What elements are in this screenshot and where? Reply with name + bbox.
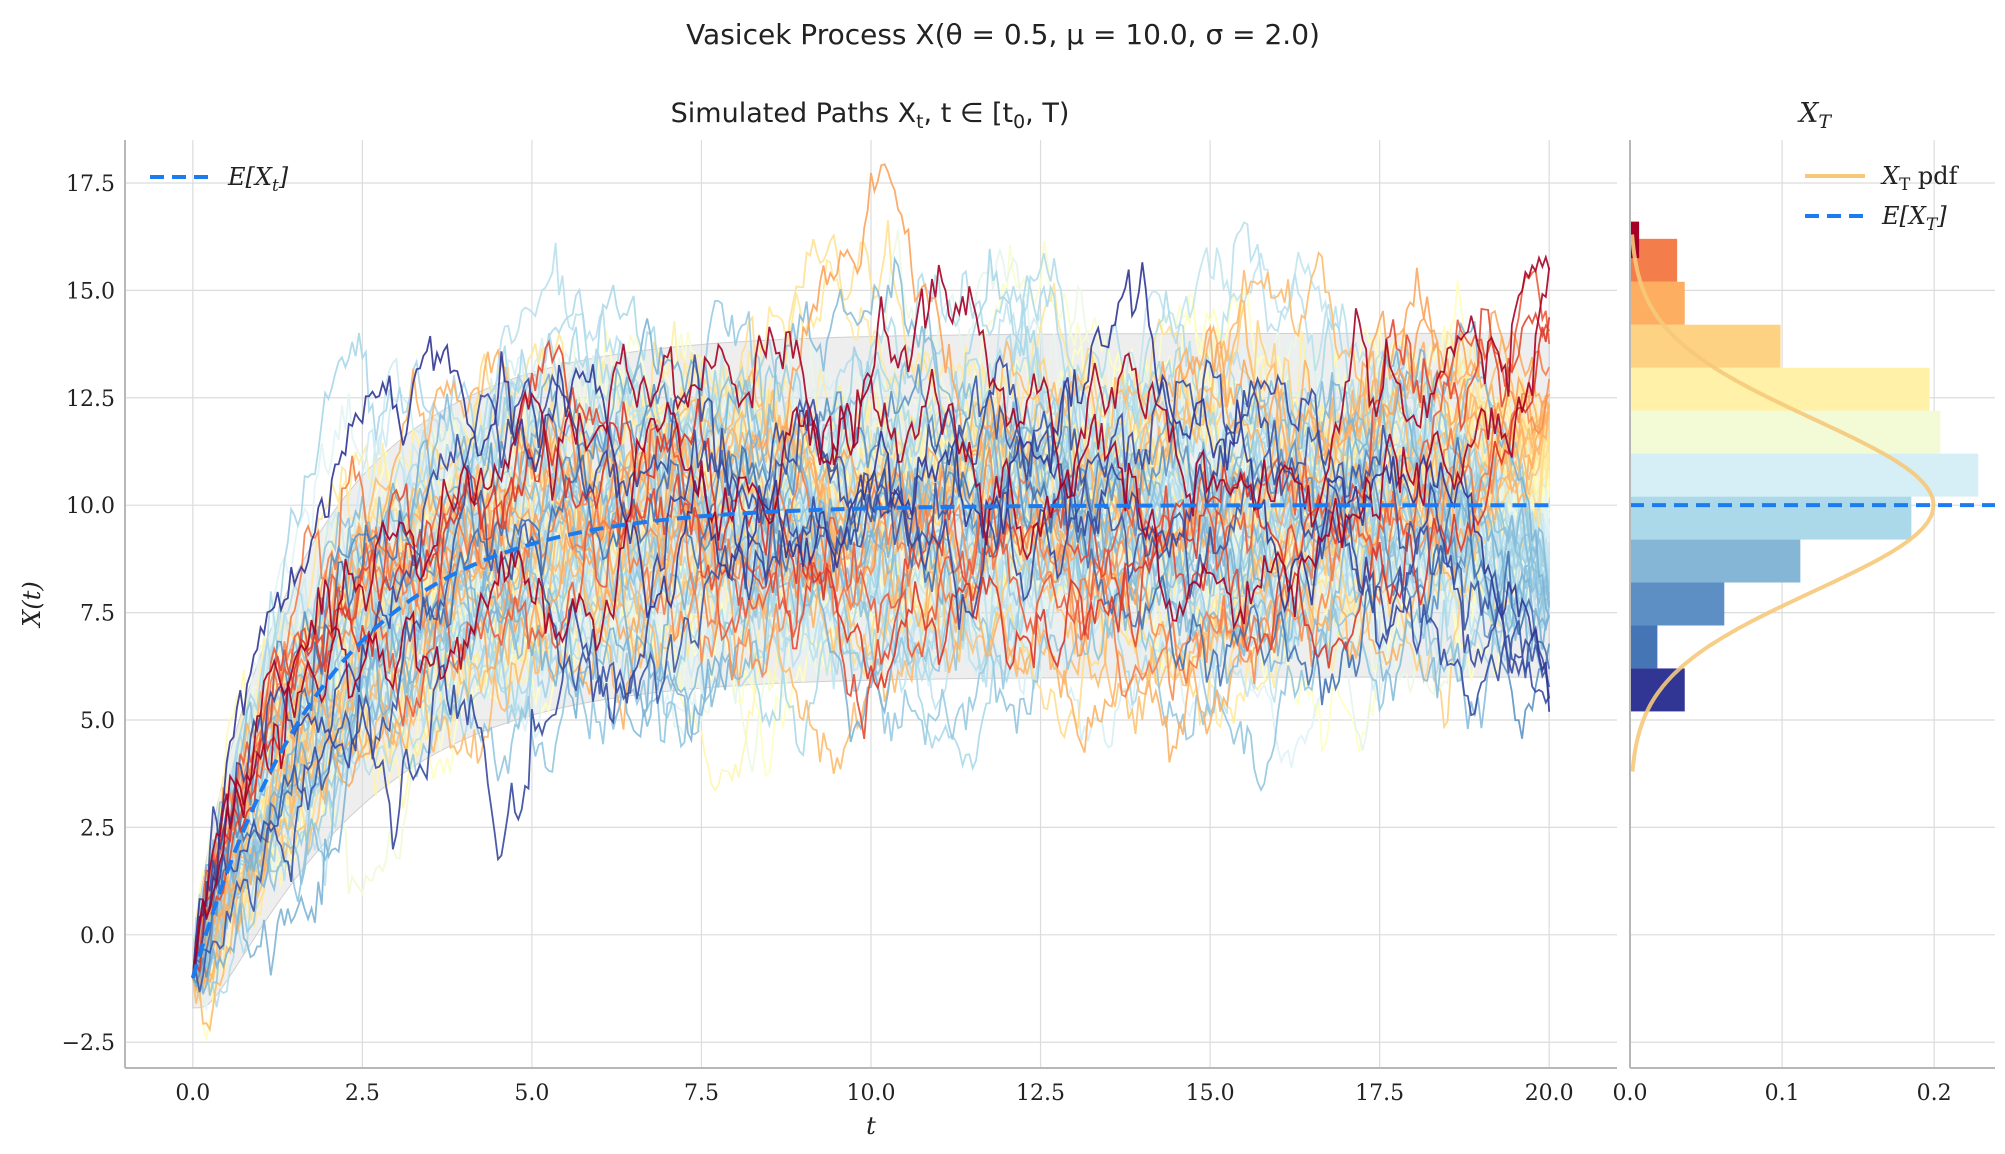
main-axes: Simulated Paths Xt​, t ∈ [t0​, T) 0.0 2.5…: [18, 98, 1617, 1140]
main-x-tick-label: 12.5: [1016, 1081, 1065, 1106]
histogram-x-tick-label: 0.2: [1917, 1081, 1952, 1106]
simulated-path: [191, 262, 1551, 978]
simulated-path: [191, 390, 1550, 979]
histogram-bar: [1630, 496, 1912, 540]
simulated-path: [191, 247, 1551, 979]
histogram-axes: XT​ 0.0 0.1 0.2 XT​ pdf E[XT​]: [1613, 98, 1995, 1106]
main-y-tick-label: −2.5: [62, 1031, 115, 1056]
histogram-axes-title: XT​: [1797, 98, 1832, 133]
main-legend: E[Xt​]: [150, 163, 289, 195]
histogram-bar: [1630, 410, 1941, 454]
histogram-bar: [1630, 453, 1979, 497]
simulated-path: [191, 357, 1551, 978]
main-x-tick-label: 2.5: [345, 1081, 380, 1106]
histogram-x-tick-labels: 0.0 0.1 0.2: [1613, 1081, 1952, 1106]
simulated-path: [191, 435, 1551, 978]
main-y-tick-label: 15.0: [66, 279, 115, 304]
main-y-tick-label: 7.5: [80, 602, 115, 627]
histogram-legend-label: E[XT​]: [1881, 202, 1947, 234]
main-y-tick-labels: −2.5 0.0 2.5 5.0 7.5 10.0 12.5 15.0 17.5: [62, 172, 115, 1056]
main-y-tick-label: 17.5: [66, 172, 115, 197]
histogram-pdf-curve: [1630, 234, 1936, 772]
main-x-tick-label: 5.0: [514, 1081, 549, 1106]
main-y-tick-label: 5.0: [80, 709, 115, 734]
histogram-bar: [1630, 668, 1685, 712]
simulated-path: [191, 250, 1551, 1033]
main-x-tick-label: 0.0: [175, 1081, 210, 1106]
main-x-tick-label: 15.0: [1186, 1081, 1235, 1106]
main-axes-title: Simulated Paths Xt​, t ∈ [t0​, T): [671, 98, 1070, 133]
expectation-curve: [190, 503, 1550, 979]
simulated-path: [191, 378, 1551, 978]
simulated-path: [192, 324, 1550, 985]
histogram-bar: [1630, 625, 1658, 669]
figure-suptitle: Vasicek Process X(θ = 0.5, μ = 10.0, σ =…: [686, 18, 1320, 51]
main-x-tick-label: 17.5: [1355, 1081, 1404, 1106]
main-y-tick-label: 12.5: [66, 387, 115, 412]
main-x-tick-label: 10.0: [847, 1081, 896, 1106]
simulated-path: [191, 268, 1551, 978]
simulated-path: [191, 373, 1551, 978]
main-x-tick-labels: 0.0 2.5 5.0 7.5 10.0 12.5 15.0 17.5 20.0: [175, 1081, 1573, 1106]
histogram-bar: [1630, 582, 1725, 626]
main-x-axis-label: t: [866, 1112, 876, 1140]
histogram-bar: [1630, 539, 1801, 583]
main-y-tick-label: 2.5: [80, 816, 115, 841]
simulated-path: [191, 264, 1551, 978]
simulated-path: [191, 354, 1550, 978]
main-y-tick-label: 10.0: [66, 494, 115, 519]
histogram-bars: [1630, 221, 1979, 712]
main-legend-label: E[Xt​]: [227, 163, 289, 195]
main-x-tick-label: 7.5: [684, 1081, 719, 1106]
simulated-path: [191, 255, 1551, 978]
main-y-axis-label: X(t): [18, 581, 46, 628]
histogram-legend: XT​ pdf E[XT​]: [1805, 162, 1960, 234]
main-y-tick-label: 0.0: [80, 924, 115, 949]
histogram-x-tick-label: 0.1: [1765, 1081, 1800, 1106]
main-x-tick-label: 20.0: [1525, 1081, 1574, 1106]
simulated-path: [191, 350, 1551, 995]
histogram-x-tick-label: 0.0: [1613, 1081, 1648, 1106]
histogram-legend-label: XT​ pdf: [1880, 162, 1960, 194]
simulated-path: [191, 405, 1551, 991]
simulated-path: [192, 313, 1550, 979]
pdf-curve: [1630, 234, 1936, 772]
simulated-path: [192, 397, 1550, 996]
simulated-paths: [191, 163, 1551, 1041]
expectation-line: [190, 503, 1550, 979]
